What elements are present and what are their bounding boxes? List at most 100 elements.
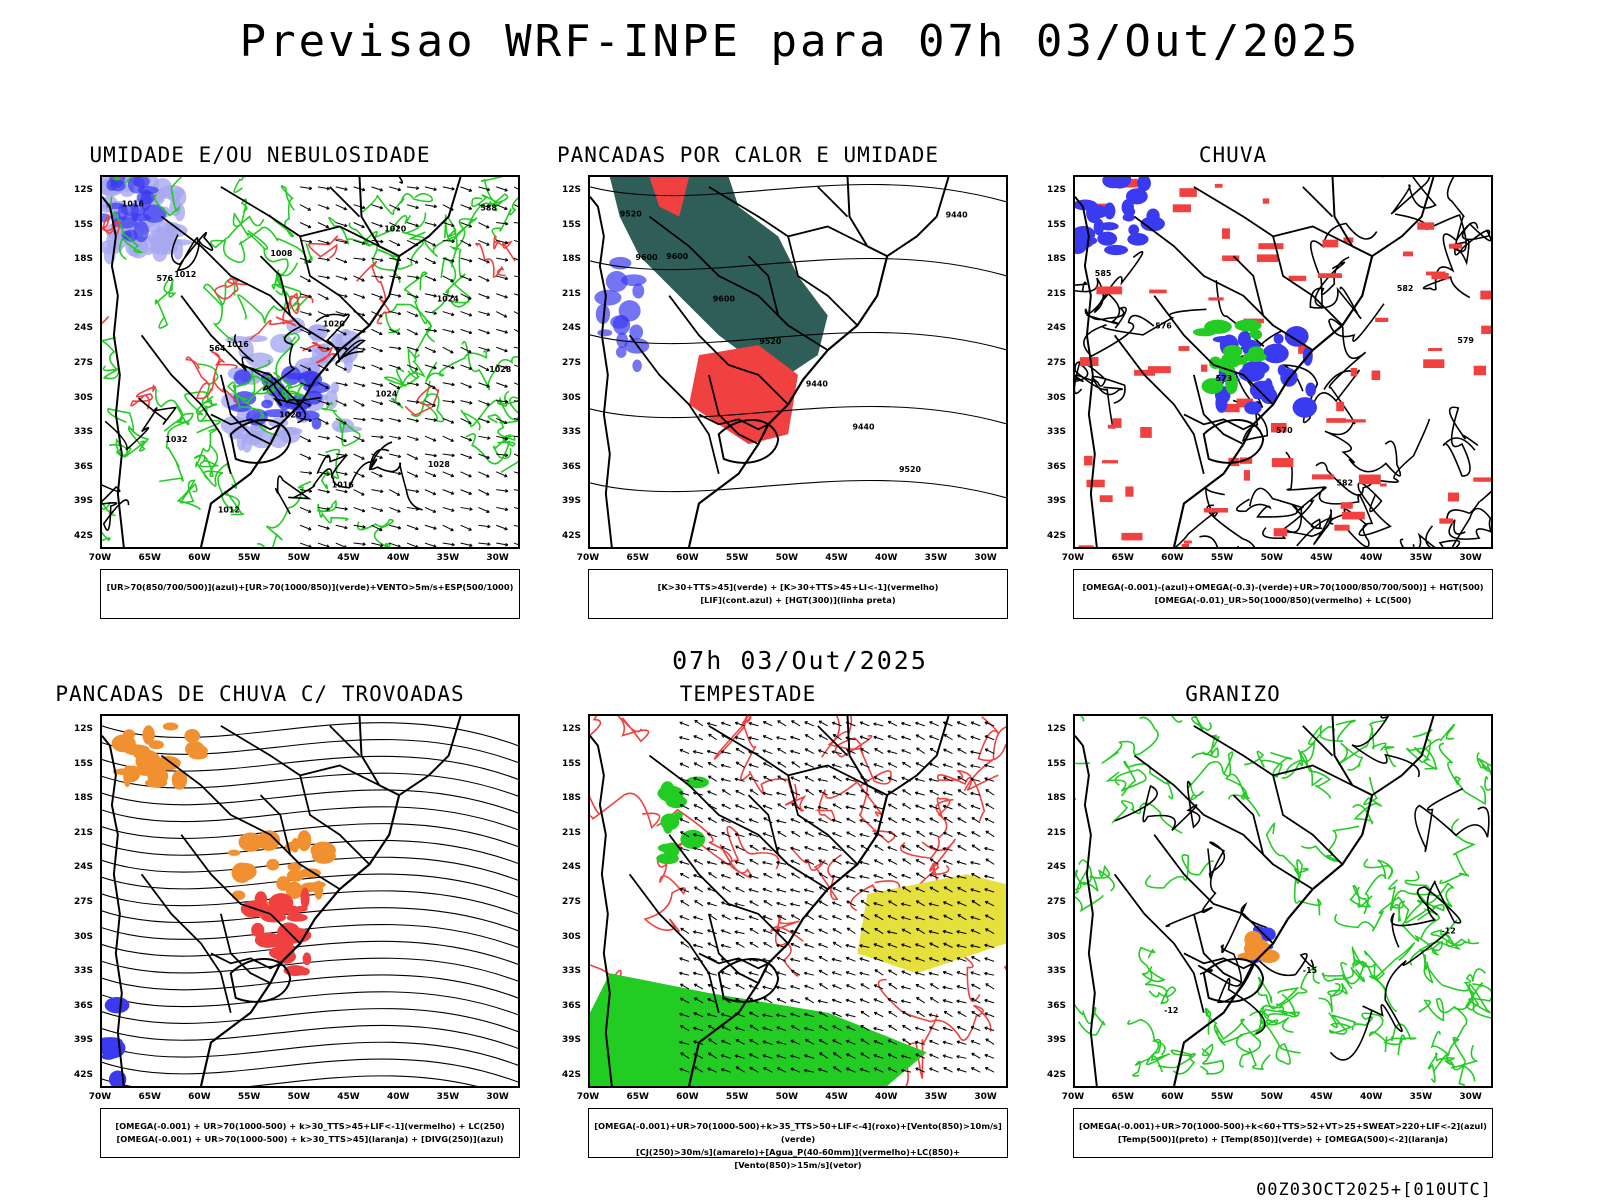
lat-tick-label: 15S (1047, 758, 1067, 769)
main-title: Previsao WRF-INPE para 07h 03/Out/2025 (239, 16, 1361, 67)
lon-tick-label: 35W (1409, 553, 1433, 563)
lat-tick-label: 33S (562, 427, 582, 438)
contour-label: 9440 (852, 422, 875, 431)
lon-tick-label: 65W (138, 1092, 161, 1102)
contour-label: 1032 (165, 435, 187, 444)
lat-tick-label: 24S (74, 323, 94, 334)
lon-tick-label: 55W (725, 1092, 749, 1102)
lon-tick-label: 65W (1111, 553, 1134, 563)
lat-tick-label: 21S (74, 827, 94, 838)
map-svg (590, 716, 1006, 1086)
panel-title: CHUVA (1198, 143, 1268, 167)
lat-tick-label: 21S (562, 827, 582, 838)
panel-title: PANCADAS DE CHUVA C/ TROVOADAS (55, 682, 465, 706)
lat-tick-label: 12S (1047, 724, 1067, 734)
lat-tick-label: 27S (74, 358, 94, 368)
panel-title: TEMPESTADE (679, 682, 817, 706)
lon-tick-label: 40W (1359, 1092, 1383, 1102)
forecast-time-title: 07h 03/Out/2025 (672, 646, 928, 675)
contour-label: 1020 (384, 224, 407, 233)
lat-tick-label: 18S (74, 254, 94, 265)
contour-label: 1028 (428, 460, 451, 469)
lon-tick-label: 70W (88, 1092, 112, 1102)
legend-line: [OMEGA(-0.001) + UR>70(1000-500) + k>30_… (116, 1134, 504, 1144)
lat-tick-label: 12S (562, 724, 582, 734)
legend-line: [Temp(500)](preto) + [Temp(850)](verde) … (1117, 1134, 1449, 1144)
lat-tick-label: 12S (562, 185, 582, 195)
contour-label: 9440 (946, 211, 969, 220)
contour-label: 9520 (620, 210, 643, 219)
lon-tick-label: 50W (1260, 1092, 1284, 1102)
map-area: -12 -15 -12 (1073, 714, 1493, 1088)
panel-legend: [K>30+TTS>45](verde) + [K>30+TTS>45+LI<-… (588, 569, 1008, 619)
lon-tick-label: 40W (874, 1092, 898, 1102)
lat-tick-label: 21S (1047, 827, 1067, 838)
contour-label: 588 (480, 204, 497, 213)
run-footer: 00Z03OCT2025+[010UTC] (1256, 1180, 1492, 1200)
lon-tick-label: 45W (337, 553, 360, 563)
lon-tick-label: 70W (576, 1092, 600, 1102)
lon-tick-label: 45W (337, 1092, 360, 1102)
panel-title: UMIDADE E/OU NEBULOSIDADE (89, 143, 431, 167)
lat-tick-label: 27S (74, 897, 94, 907)
map-svg: -12 -15 -12 (1075, 716, 1491, 1086)
lat-tick-label: 18S (1047, 254, 1067, 265)
lon-tick-label: 55W (237, 553, 261, 563)
lon-tick-label: 30W (1459, 553, 1482, 563)
panel-title: PANCADAS POR CALOR E UMIDADE (556, 143, 939, 167)
lat-tick-label: 24S (74, 862, 94, 873)
lon-tick-label: 65W (626, 553, 649, 563)
contour-label: 582 (1397, 284, 1414, 293)
lat-tick-label: 12S (1047, 185, 1067, 195)
map-svg: 9520 9600 9600 9520 9440 9440 9520 9440 9600 (590, 177, 1006, 547)
lon-tick-label: 50W (1260, 553, 1284, 563)
map-panel-1: UMIDADE E/OU NEBULOSIDADE 12S 15S 18S 21S 24S… (0, 143, 520, 623)
lat-tick-label: 39S (562, 1035, 582, 1046)
lon-tick-label: 60W (188, 1092, 211, 1102)
contour-label: 570 (1276, 426, 1293, 435)
lat-tick-label: 15S (74, 758, 94, 769)
lon-tick-label: 55W (237, 1092, 261, 1102)
lon-tick-label: 40W (386, 553, 410, 563)
lat-tick-label: 27S (562, 897, 582, 907)
lat-tick-label: 42S (1047, 1070, 1067, 1080)
lat-tick-label: 39S (1047, 1035, 1067, 1046)
map-svg: 585 576 573 570 582 582 579 (1075, 177, 1491, 547)
legend-line: [OMEGA(-0.001)+UR>70(1000-500)+k<60+TTS>… (1079, 1121, 1487, 1131)
lat-tick-label: 27S (1047, 897, 1067, 907)
panel-legend: [OMEGA(-0.001) + UR>70(1000-500) + k>30_… (100, 1108, 520, 1158)
lon-tick-label: 60W (188, 553, 211, 563)
lon-tick-label: 50W (287, 553, 311, 563)
lon-tick-label: 45W (1310, 1092, 1333, 1102)
lat-tick-label: 39S (74, 1035, 94, 1046)
lon-tick-label: 30W (974, 1092, 997, 1102)
lat-tick-label: 33S (1047, 427, 1067, 438)
lon-tick-label: 40W (386, 1092, 410, 1102)
lat-tick-label: 42S (74, 531, 94, 541)
lat-tick-label: 24S (1047, 323, 1067, 334)
legend-line: [OMEGA(-0.001)+UR>70(1000-500)+k>35_TTS>… (594, 1121, 1002, 1144)
legend-line: [CJ(250)>30m/s](amarelo)+[Agua_P(40-60mm… (635, 1147, 961, 1170)
lon-tick-label: 70W (576, 553, 600, 563)
lat-tick-label: 42S (74, 1070, 94, 1080)
contour-label: 9440 (806, 380, 829, 389)
lat-tick-label: 12S (74, 185, 94, 195)
map-area: 585 576 573 570 582 582 579 (1073, 175, 1493, 549)
lat-tick-label: 39S (1047, 496, 1067, 507)
contour-label: -15 (1303, 966, 1317, 975)
lat-tick-label: 36S (1047, 1000, 1067, 1011)
contour-label: 1016 (122, 200, 145, 209)
lat-tick-label: 33S (74, 966, 94, 977)
lat-tick-label: 24S (1047, 862, 1067, 873)
lat-tick-label: 33S (1047, 966, 1067, 977)
lon-tick-label: 50W (775, 1092, 799, 1102)
lat-tick-label: 15S (74, 219, 94, 230)
lon-tick-label: 35W (1409, 1092, 1433, 1102)
map-area: 1016 1012 1016 1020 1016 1020 1024 1028 1032 1012… (100, 175, 520, 549)
contour-label: 585 (1095, 269, 1112, 278)
lat-tick-label: 42S (1047, 531, 1067, 541)
lon-tick-label: 60W (676, 553, 699, 563)
legend-line: [OMEGA(-0.01)_UR>50(1000/850)(vermelho) … (1154, 595, 1412, 605)
lat-tick-label: 36S (74, 1000, 94, 1011)
contour-label: 1024 (375, 390, 398, 399)
